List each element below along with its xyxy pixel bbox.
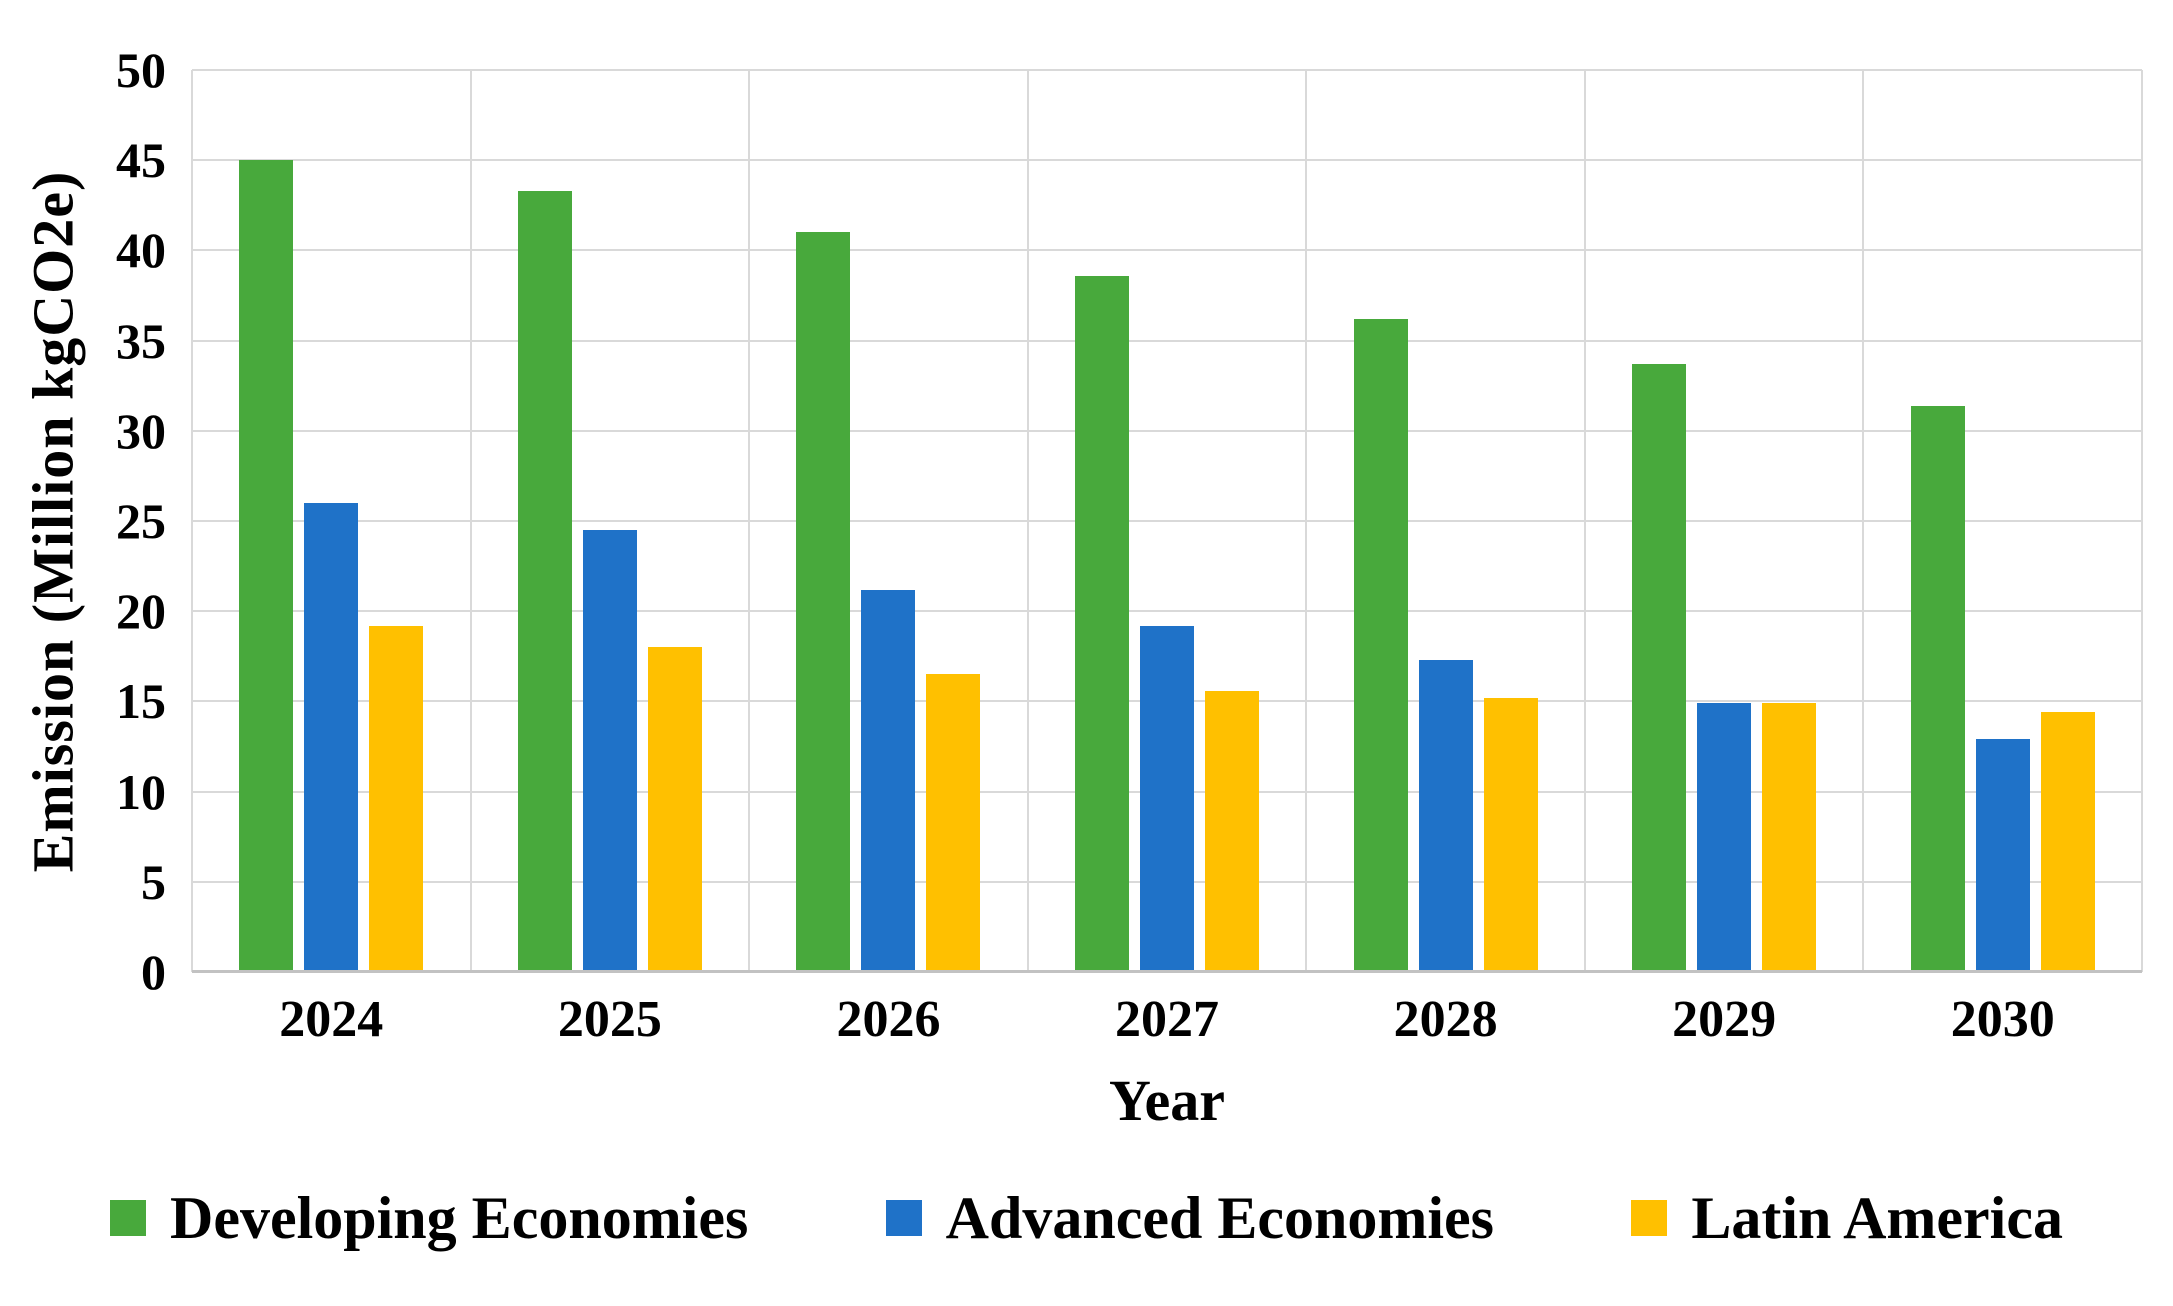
bar-latin-america-2025 [647,647,702,972]
plot-area [191,69,2143,973]
gridline-h-20 [192,610,2142,613]
legend-label-developing-economies: Developing Economies [170,1185,749,1251]
y-tick-label-40: 40 [116,222,166,279]
x-tick-label-2029: 2029 [1672,991,1777,1048]
gridline-h-50 [192,69,2142,71]
legend-swatch-latin-america [1631,1200,1668,1236]
bar-advanced-economies-2027 [1140,625,1195,972]
bar-group-2026 [749,70,1028,972]
bar-developing-economies-2027 [1075,275,1130,972]
gridline-v-5 [1583,70,1586,972]
bar-group-2029 [1585,70,1864,972]
bar-developing-economies-2026 [796,232,851,972]
bar-developing-economies-2025 [517,190,572,972]
gridline-v-7 [2141,70,2143,972]
legend: Developing Economies Advanced Economies La… [110,1188,2063,1248]
y-tick-label-15: 15 [116,673,166,730]
gridline-h-40 [192,249,2142,252]
y-tick-label-45: 45 [116,132,166,189]
bar-latin-america-2026 [926,674,981,972]
legend-item-developing-economies: Developing Economies [110,1188,748,1248]
bar-advanced-economies-2029 [1697,703,1752,972]
bar-latin-america-2024 [369,625,424,972]
y-tick-label-10: 10 [116,763,166,820]
x-axis-line [192,970,2142,973]
bar-developing-economies-2030 [1910,405,1965,972]
bar-developing-economies-2028 [1353,318,1408,972]
legend-item-latin-america: Latin America [1631,1188,2063,1248]
bar-latin-america-2028 [1483,697,1538,972]
x-axis-ticks: 2024 2025 2026 2027 2028 2029 2030 [192,994,2142,1046]
bar-developing-economies-2024 [239,160,294,972]
legend-label-advanced-economies: Advanced Economies [945,1185,1495,1251]
x-tick-label-2025: 2025 [557,991,662,1048]
y-tick-label-30: 30 [116,402,166,459]
x-tick-label-2027: 2027 [1115,991,1220,1048]
y-tick-label-5: 5 [141,853,166,910]
bar-latin-america-2029 [1762,703,1817,972]
gridline-v-1 [469,70,472,972]
bar-group-2027 [1028,70,1307,972]
bar-latin-america-2027 [1205,690,1260,972]
gridline-v-4 [1305,70,1308,972]
legend-swatch-advanced-economies [885,1200,922,1236]
bar-group-2024 [192,70,471,972]
gridline-h-25 [192,520,2142,522]
x-tick-label-2028: 2028 [1393,991,1498,1048]
x-tick-label-2026: 2026 [836,991,941,1048]
x-tick-label-2030: 2030 [1950,991,2055,1048]
bar-group-2030 [1863,70,2142,972]
bar-group-2025 [471,70,750,972]
y-tick-label-50: 50 [116,42,166,98]
y-tick-label-25: 25 [116,493,166,549]
gridline-h-30 [192,429,2142,432]
bar-advanced-economies-2026 [861,589,916,972]
gridline-v-2 [748,70,751,972]
y-axis-ticks: 0 5 10 15 20 25 30 35 40 45 50 [0,45,166,997]
x-axis-title: Year [1109,1068,1225,1133]
bar-advanced-economies-2030 [1975,739,2030,972]
gridline-v-6 [1862,70,1865,972]
bar-developing-economies-2029 [1632,364,1687,972]
bar-groups [192,70,2142,972]
legend-label-latin-america: Latin America [1691,1185,2063,1251]
y-tick-label-20: 20 [116,583,166,640]
gridline-v-0 [191,70,193,972]
gridline-h-35 [192,339,2142,342]
bar-advanced-economies-2025 [582,530,637,972]
legend-swatch-developing-economies [110,1200,146,1236]
legend-item-advanced-economies: Advanced Economies [885,1185,1495,1251]
bar-advanced-economies-2028 [1418,659,1473,972]
y-tick-label-0: 0 [141,944,166,1000]
y-tick-label-35: 35 [116,312,166,369]
x-tick-label-2024: 2024 [279,991,384,1048]
gridline-v-3 [1026,70,1029,972]
bar-advanced-economies-2024 [304,502,359,972]
bar-latin-america-2030 [2040,712,2095,972]
bar-group-2028 [1306,70,1585,972]
gridline-h-45 [192,159,2142,162]
